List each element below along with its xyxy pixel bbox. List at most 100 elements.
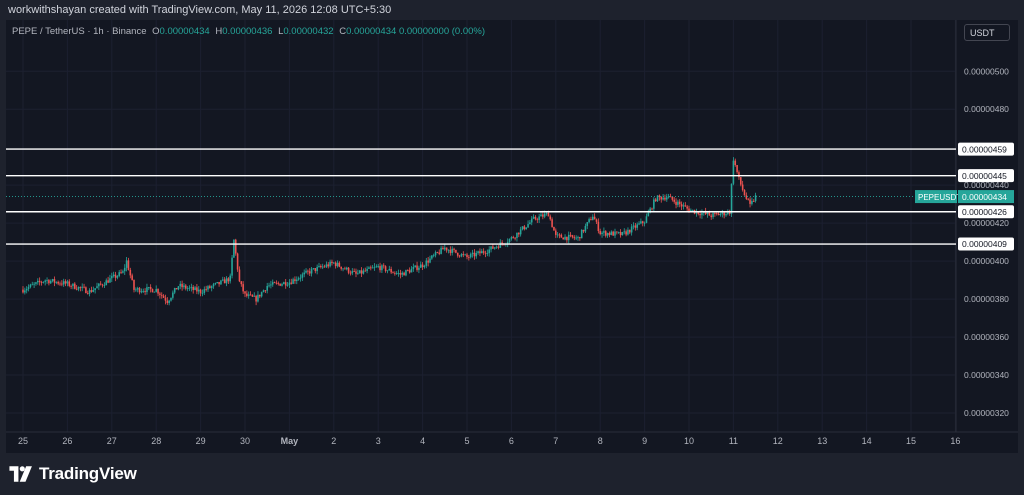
- candle-body: [216, 281, 219, 284]
- candle-body: [543, 213, 546, 217]
- candle-body: [203, 289, 206, 293]
- candle-body: [316, 266, 318, 272]
- candle-body: [233, 239, 235, 258]
- level-tag: [958, 169, 1014, 183]
- legend-close-value: 0.00000434: [346, 26, 397, 37]
- candle-body: [719, 214, 722, 216]
- candle-body: [273, 282, 276, 284]
- candle-body: [331, 261, 333, 264]
- candle-body: [62, 281, 65, 285]
- candle-body: [360, 270, 363, 274]
- candle-body: [42, 281, 45, 283]
- candle-body: [405, 270, 407, 276]
- candle-body: [194, 287, 196, 290]
- candle-body: [231, 257, 233, 276]
- candle-body: [516, 232, 518, 238]
- candle-body: [732, 160, 735, 184]
- candle-body: [103, 285, 106, 286]
- candle-body: [680, 204, 683, 207]
- x-tick-label: 8: [598, 436, 603, 446]
- candle-body: [484, 252, 487, 254]
- candle-body: [312, 268, 315, 269]
- candle-body: [714, 213, 716, 214]
- candle-body: [177, 286, 180, 290]
- x-tick-label: 13: [817, 436, 827, 446]
- candle-body: [79, 286, 82, 288]
- level-tag: [958, 237, 1014, 251]
- candle-body: [164, 297, 167, 301]
- candle-body: [530, 218, 533, 223]
- candle-body: [462, 254, 465, 255]
- candle-body: [656, 195, 659, 202]
- candle-body: [442, 247, 444, 250]
- x-axis-ticks: 25 26 27 28 29 30 May 2 3 4 5 6 7 8 9 10 11 12 13 14 15 16: [18, 436, 960, 446]
- x-tick-label: 10: [684, 436, 694, 446]
- candle-body: [49, 281, 52, 284]
- candle-body: [292, 279, 294, 284]
- candle-body: [185, 285, 187, 289]
- candle-body: [92, 290, 95, 292]
- candle-body: [297, 278, 300, 280]
- candle-body: [606, 233, 609, 236]
- candle-body: [244, 291, 246, 294]
- candle-body: [519, 229, 522, 235]
- candle-body: [736, 165, 738, 173]
- candle-body: [123, 267, 126, 272]
- candle-body: [595, 219, 598, 222]
- candle-body: [616, 231, 618, 233]
- candle-body: [329, 261, 331, 267]
- chart-area[interactable]: 0.00000500 0.00000480 0.00000440 0.00000420…: [6, 20, 1018, 453]
- last-price-marker: PEPEUSDT 0.00000434: [6, 190, 1014, 204]
- tradingview-brand-text: TradingView: [39, 464, 137, 483]
- candle-body: [492, 246, 494, 249]
- candle-body: [353, 271, 355, 272]
- legend-low-value: 0.00000432: [283, 26, 334, 37]
- currency-button[interactable]: USDT: [964, 24, 1010, 41]
- candle-body: [81, 286, 83, 288]
- candle-body: [377, 266, 379, 267]
- candle-body: [715, 213, 718, 215]
- candle-body: [444, 247, 446, 250]
- candle-body: [68, 281, 71, 286]
- candle-body: [66, 281, 69, 284]
- x-tick-label: 15: [906, 436, 916, 446]
- candle-body: [588, 219, 590, 223]
- candle-body: [364, 270, 367, 272]
- candle-body: [451, 248, 453, 253]
- candle-body: [429, 258, 431, 263]
- candle-body: [118, 272, 120, 276]
- candle-body: [144, 291, 146, 293]
- candle-body: [627, 229, 629, 235]
- candle-body: [486, 253, 489, 254]
- candle-body: [590, 219, 592, 221]
- candle-body: [617, 232, 620, 233]
- candle-body: [325, 264, 328, 267]
- price-chart[interactable]: 0.00000500 0.00000480 0.00000440 0.00000420…: [6, 20, 1018, 453]
- candle-body: [632, 225, 635, 227]
- candle-body: [288, 282, 291, 285]
- candle-body: [625, 231, 627, 235]
- candle-body: [266, 285, 268, 291]
- candle-body: [99, 283, 102, 285]
- level-tag-label: 0.00000409: [962, 239, 1007, 249]
- tradingview-logo[interactable]: TradingView: [8, 464, 137, 484]
- candle-body: [599, 231, 601, 235]
- candle-body: [333, 262, 335, 264]
- candle-body: [259, 294, 261, 297]
- candle-body: [634, 225, 637, 228]
- candle-body: [342, 268, 344, 270]
- candle-body: [262, 290, 265, 293]
- candle-body: [296, 279, 298, 282]
- candle-body: [397, 273, 400, 274]
- footer-bar: TradingView: [0, 453, 1024, 495]
- candle-body: [592, 216, 594, 221]
- candle-body: [691, 209, 694, 211]
- candle-body: [678, 201, 681, 205]
- x-tick-label: 5: [464, 436, 469, 446]
- candle-body: [142, 291, 145, 292]
- candle-body: [366, 268, 368, 272]
- candle-body: [358, 270, 361, 274]
- y-tick-label: 0.00000320: [964, 408, 1009, 418]
- candle-body: [370, 267, 372, 269]
- candle-body: [712, 213, 714, 218]
